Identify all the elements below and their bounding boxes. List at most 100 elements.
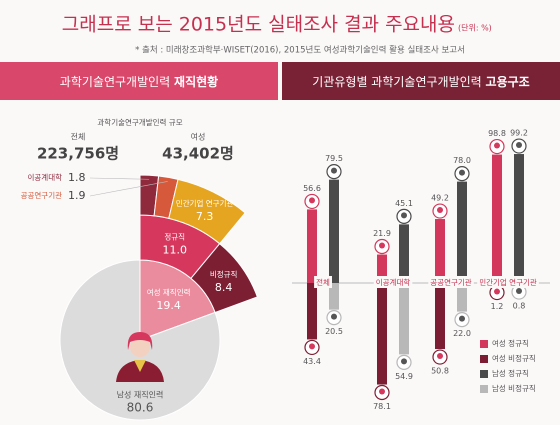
legend-label: 여성 비정규직 — [492, 353, 536, 363]
icon-head — [494, 142, 500, 149]
legend-swatch — [480, 370, 488, 378]
legend-swatch — [480, 355, 488, 363]
segment-label: 여성 재직인력 — [147, 287, 191, 297]
icon-head — [331, 313, 337, 320]
bar — [399, 224, 409, 283]
icon-head — [516, 142, 522, 149]
sunburst-segment — [168, 178, 246, 245]
summary-title: 과학기술연구개발인력 규모 — [97, 117, 182, 127]
sunburst-segment — [190, 242, 258, 314]
segment-value: 7.3 — [196, 210, 214, 223]
legend-label: 남성 비정규직 — [492, 383, 536, 393]
category-label: 민간기업 연구기관 — [479, 277, 537, 287]
heading-text: 기관유형별 과학기술연구개발인력 — [312, 75, 481, 89]
heading-bold: 고용구조 — [486, 74, 530, 89]
label-background — [428, 276, 474, 288]
legend-label: 여성 정규직 — [492, 338, 529, 348]
bar — [399, 283, 409, 355]
value-label: 43.4 — [303, 357, 321, 366]
source: * 출처 : 미래창조과학부·WISET(2016), 2015년도 여성과학기… — [135, 45, 465, 56]
icon-head — [437, 353, 443, 360]
value-label: 99.2 — [510, 129, 528, 138]
icon-head — [516, 288, 522, 295]
label-background — [314, 276, 332, 288]
label-background — [373, 276, 413, 288]
legend-swatch — [480, 340, 488, 348]
segment-value: 1.9 — [68, 189, 86, 202]
segment-label: 공공연구기관 — [21, 190, 62, 200]
category-label: 공공연구기관 — [430, 277, 471, 287]
leader-line — [89, 181, 168, 197]
value-label: 54.9 — [395, 372, 413, 381]
value-label: 20.5 — [325, 327, 343, 336]
segment-label: 남성 재직인력 — [117, 390, 164, 400]
segment-value: 19.4 — [156, 299, 181, 312]
value-label: 21.9 — [373, 229, 391, 238]
icon-head — [309, 343, 315, 350]
bar — [377, 254, 387, 283]
bar — [329, 283, 339, 310]
icon-head — [494, 288, 500, 295]
bar — [457, 283, 467, 312]
bar — [514, 154, 524, 283]
title: 그래프로 보는 2015년도 실태조사 결과 주요내용 — [62, 14, 455, 36]
icon-head — [437, 207, 443, 214]
bar — [457, 181, 467, 283]
value-label: 0.8 — [513, 302, 526, 311]
value-label: 56.6 — [303, 184, 321, 193]
bar — [307, 209, 317, 283]
segment-label: 민간기업 연구기관 — [176, 198, 234, 208]
bar — [329, 179, 339, 283]
value-label: 22.0 — [453, 329, 471, 338]
bar — [435, 283, 445, 350]
icon-head — [379, 388, 385, 395]
value-label: 79.5 — [325, 154, 343, 163]
left-heading: 과학기술연구개발인력 재직현황 — [60, 74, 218, 89]
leader-line — [89, 177, 150, 180]
bar — [435, 219, 445, 283]
icon-head — [309, 197, 315, 204]
summary-label: 전체 — [71, 132, 86, 142]
segment-value: 80.6 — [127, 401, 154, 415]
icon-head — [331, 167, 337, 174]
value-label: 78.1 — [373, 402, 391, 411]
unit: (단위: %) — [458, 23, 492, 33]
value-label: 50.8 — [431, 367, 449, 376]
segment-value: 1.8 — [68, 171, 86, 184]
legend-swatch — [480, 385, 488, 393]
segment-value: 8.4 — [215, 281, 233, 294]
segment-value: 11.0 — [162, 244, 187, 257]
summary-label: 여성 — [191, 132, 206, 142]
icon-head — [459, 315, 465, 322]
category-label: 전체 — [316, 277, 330, 287]
bar — [377, 283, 387, 385]
legend-label: 남성 정규직 — [492, 368, 529, 378]
value-label: 1.2 — [491, 302, 504, 311]
label-background — [477, 276, 539, 288]
person-icon — [116, 332, 164, 382]
category-label: 이공계대학 — [376, 277, 411, 287]
icon-head — [401, 358, 407, 365]
bar-chart: 56.6 21.9 49.2 98.8 43.4 78.1 50.8 1.2 79.5 45.1 7… — [292, 129, 550, 411]
value-label: 45.1 — [395, 199, 413, 208]
right-heading: 기관유형별 과학기술연구개발인력 고용구조 — [312, 74, 529, 89]
right-header-band — [282, 62, 560, 100]
icon-head — [459, 169, 465, 176]
summary-value: 223,756명 — [37, 145, 119, 163]
value-label: 78.0 — [453, 156, 471, 165]
heading-text: 과학기술연구개발인력 — [60, 75, 170, 89]
bar — [492, 154, 502, 283]
icon-head — [379, 242, 385, 249]
segment-label: 정규직 — [164, 232, 185, 242]
segment-label: 이공계대학 — [28, 172, 63, 182]
heading-bold: 재직현황 — [174, 74, 218, 89]
segment-label: 비정규직 — [210, 269, 238, 279]
summary-value: 43,402명 — [162, 145, 234, 163]
value-label: 98.8 — [488, 129, 506, 138]
value-label: 49.2 — [431, 194, 449, 203]
left-header-band — [0, 62, 278, 100]
icon-head — [401, 212, 407, 219]
bar — [307, 283, 317, 340]
